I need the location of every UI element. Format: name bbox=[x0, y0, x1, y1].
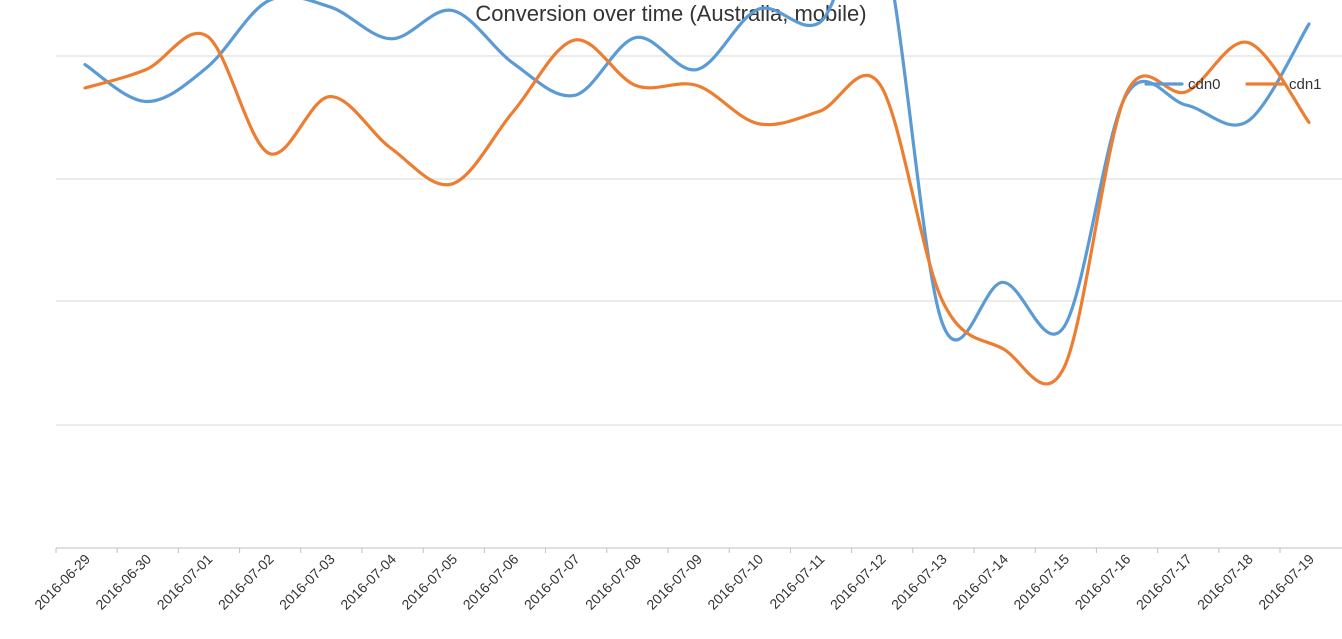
x-tick-label: 2016-07-02 bbox=[215, 551, 277, 613]
x-tick-label: 2016-07-12 bbox=[827, 551, 889, 613]
x-tick-label: 2016-07-17 bbox=[1133, 551, 1195, 613]
x-tick-label: 2016-06-30 bbox=[92, 551, 154, 613]
series-line-cdn0 bbox=[83, 0, 1311, 342]
x-tick-label: 2016-07-11 bbox=[766, 551, 827, 612]
x-tick-label: 2016-07-16 bbox=[1072, 551, 1134, 613]
x-tick-label: 2016-07-04 bbox=[337, 551, 399, 613]
x-tick-label: 2016-07-09 bbox=[643, 551, 705, 613]
legend-label-cdn1: cdn1 bbox=[1289, 76, 1322, 93]
x-tick-label: 2016-07-01 bbox=[154, 551, 216, 613]
series-lines bbox=[83, 0, 1311, 386]
x-axis: 2016-06-29 2016-06-30 2016-07-01 2016-07-02… bbox=[31, 548, 1317, 613]
chart-title: Conversion over time (Australia, mobile) bbox=[475, 1, 867, 26]
x-tick-label: 2016-07-08 bbox=[582, 551, 644, 613]
gridlines bbox=[56, 55, 1342, 549]
x-tick-label: 2016-07-10 bbox=[704, 551, 766, 613]
x-tick-label: 2016-07-03 bbox=[276, 551, 338, 613]
x-tick-label: 2016-07-18 bbox=[1194, 551, 1256, 613]
x-tick-label: 2016-07-06 bbox=[460, 551, 522, 613]
x-tick-label: 2016-07-19 bbox=[1255, 551, 1317, 613]
x-tick-label: 2016-07-13 bbox=[888, 551, 950, 613]
legend-label-cdn0: cdn0 bbox=[1188, 76, 1221, 93]
x-tick-label: 2016-07-15 bbox=[1010, 551, 1072, 613]
series-line-cdn1 bbox=[83, 31, 1311, 386]
x-tick-label: 2016-07-05 bbox=[398, 551, 460, 613]
x-tick-label: 2016-06-29 bbox=[31, 551, 93, 613]
x-tick-label: 2016-07-07 bbox=[521, 551, 583, 613]
x-tick-label: 2016-07-14 bbox=[949, 551, 1011, 613]
legend: cdn0 cdn1 bbox=[1144, 76, 1322, 93]
